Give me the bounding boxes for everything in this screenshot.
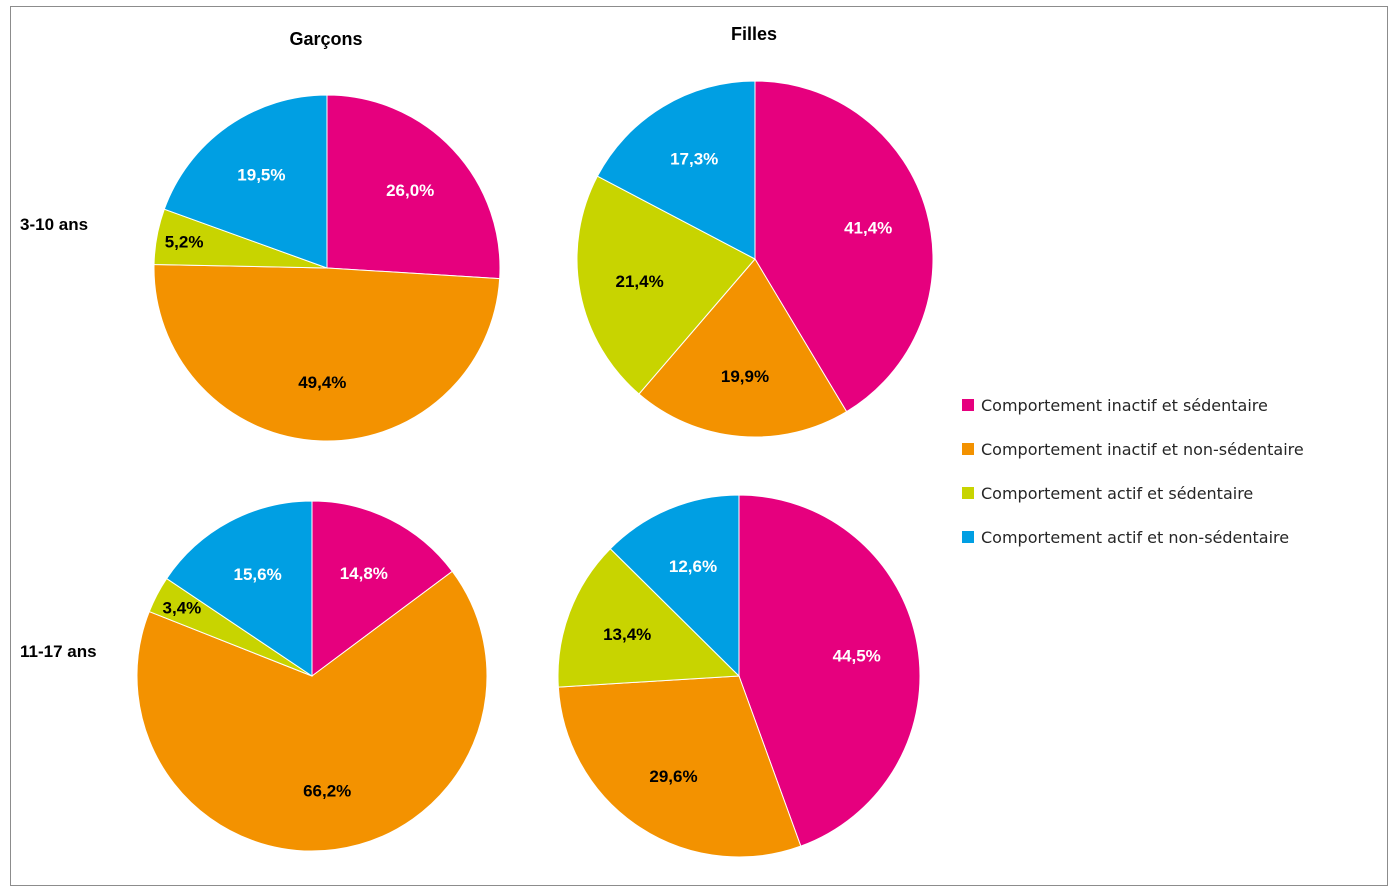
legend-swatch-inactif-non-sedentaire [962, 443, 974, 455]
pie-filles-3-10-ans: 41,4% 19,9% 21,4% 17,3% [577, 81, 933, 437]
data-label-inactif-sedentaire: 26,0% [386, 181, 434, 200]
data-label-inactif-sedentaire: 14,8% [340, 564, 388, 583]
row-label-3-10: 3-10 ans [20, 215, 88, 234]
row-label-11-17: 11-17 ans [20, 642, 97, 661]
pie-gar-ons-11-17-ans: 14,8% 66,2% 3,4% 15,6% [137, 501, 487, 851]
data-label-actif-sedentaire: 21,4% [615, 272, 663, 291]
legend-label-actif-sedentaire: Comportement actif et sédentaire [981, 484, 1253, 503]
pie-gar-ons-3-10-ans: 26,0% 49,4% 5,2% 19,5% [154, 95, 500, 441]
data-label-inactif-non-sedentaire: 49,4% [298, 373, 346, 392]
column-title-filles: Filles [731, 24, 777, 44]
legend-label-inactif-non-sedentaire: Comportement inactif et non-sédentaire [981, 440, 1304, 459]
data-label-inactif-non-sedentaire: 19,9% [721, 367, 769, 386]
data-label-inactif-non-sedentaire: 29,6% [649, 767, 697, 786]
data-label-actif-sedentaire: 3,4% [163, 599, 202, 618]
legend-label-inactif-sedentaire: Comportement inactif et sédentaire [981, 396, 1268, 415]
legend-item-inactif-sedentaire: Comportement inactif et sédentaire [962, 396, 1268, 415]
column-title-garcons: Garçons [289, 29, 362, 49]
data-label-actif-non-sedentaire: 17,3% [670, 149, 718, 168]
data-label-actif-sedentaire: 13,4% [603, 625, 651, 644]
pies: 26,0% 49,4% 5,2% 19,5% 41,4% 19,9% 21,4% 17,3% 1… [137, 81, 933, 857]
pie-slice-inactif-non-sedentaire [154, 264, 500, 441]
data-label-actif-sedentaire: 5,2% [165, 233, 204, 252]
data-label-inactif-sedentaire: 41,4% [844, 219, 892, 238]
legend-item-actif-non-sedentaire: Comportement actif et non-sédentaire [962, 528, 1289, 547]
legend-swatch-actif-non-sedentaire [962, 531, 974, 543]
legend-label-actif-non-sedentaire: Comportement actif et non-sédentaire [981, 528, 1289, 547]
data-label-actif-non-sedentaire: 12,6% [669, 557, 717, 576]
data-label-inactif-sedentaire: 44,5% [833, 646, 881, 665]
legend-swatch-actif-sedentaire [962, 487, 974, 499]
data-label-actif-non-sedentaire: 19,5% [237, 166, 285, 185]
legend-swatch-inactif-sedentaire [962, 399, 974, 411]
data-label-actif-non-sedentaire: 15,6% [233, 565, 281, 584]
legend-item-actif-sedentaire: Comportement actif et sédentaire [962, 484, 1253, 503]
legend: Comportement inactif et sédentaire Compor… [962, 396, 1304, 547]
pie-filles-11-17-ans: 44,5% 29,6% 13,4% 12,6% [558, 495, 920, 857]
data-label-inactif-non-sedentaire: 66,2% [303, 782, 351, 801]
legend-item-inactif-non-sedentaire: Comportement inactif et non-sédentaire [962, 440, 1304, 459]
